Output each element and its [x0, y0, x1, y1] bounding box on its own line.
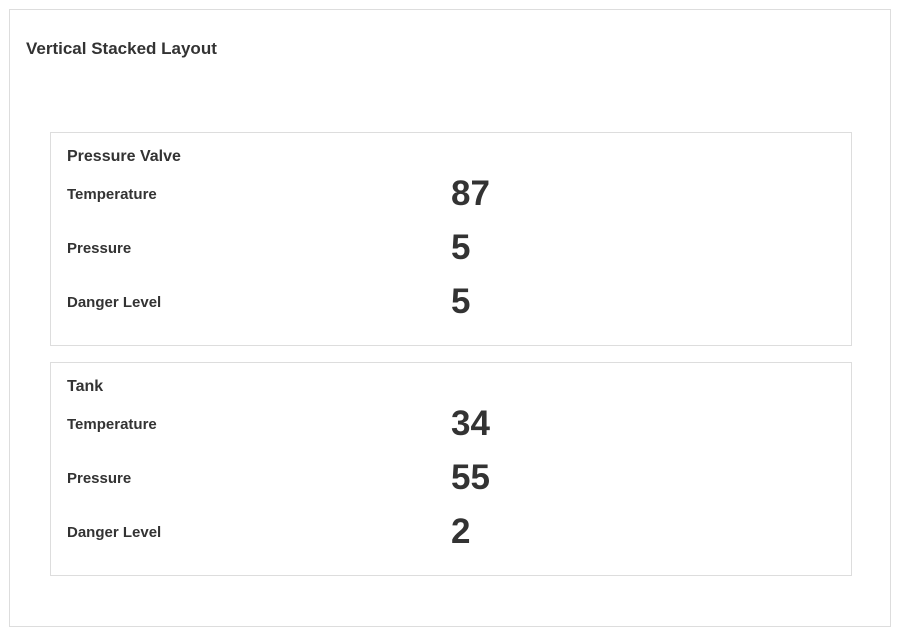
metric-value: 34 [451, 404, 490, 443]
metric-label: Danger Level [67, 524, 162, 541]
metric-value: 2 [451, 512, 471, 551]
metric-row: Pressure 5 [67, 228, 827, 268]
metric-value: 55 [451, 458, 490, 497]
metric-row: Temperature 87 [67, 174, 827, 214]
metric-row: Temperature 34 [67, 404, 827, 444]
card-tank: Tank Temperature 34 Pressure 55 Danger Lev… [50, 362, 852, 576]
metric-value: 5 [451, 282, 471, 321]
metric-row: Pressure 55 [67, 458, 827, 498]
metric-row: Danger Level 5 [67, 282, 827, 322]
metric-label: Temperature [67, 186, 157, 203]
metric-value: 87 [451, 174, 490, 213]
metric-label: Temperature [67, 416, 157, 433]
card-pressure-valve: Pressure Valve Temperature 87 Pressure 5 D… [50, 132, 852, 346]
card-title: Tank [67, 378, 104, 395]
metric-label: Pressure [67, 240, 132, 257]
metric-row: Danger Level 2 [67, 512, 827, 552]
metric-value: 5 [451, 228, 471, 267]
card-title: Pressure Valve [67, 148, 181, 165]
metric-label: Danger Level [67, 294, 162, 311]
metric-label: Pressure [67, 470, 132, 487]
layout-panel: Vertical Stacked Layout Pressure Valve T… [9, 9, 891, 627]
page-title: Vertical Stacked Layout [26, 39, 217, 58]
